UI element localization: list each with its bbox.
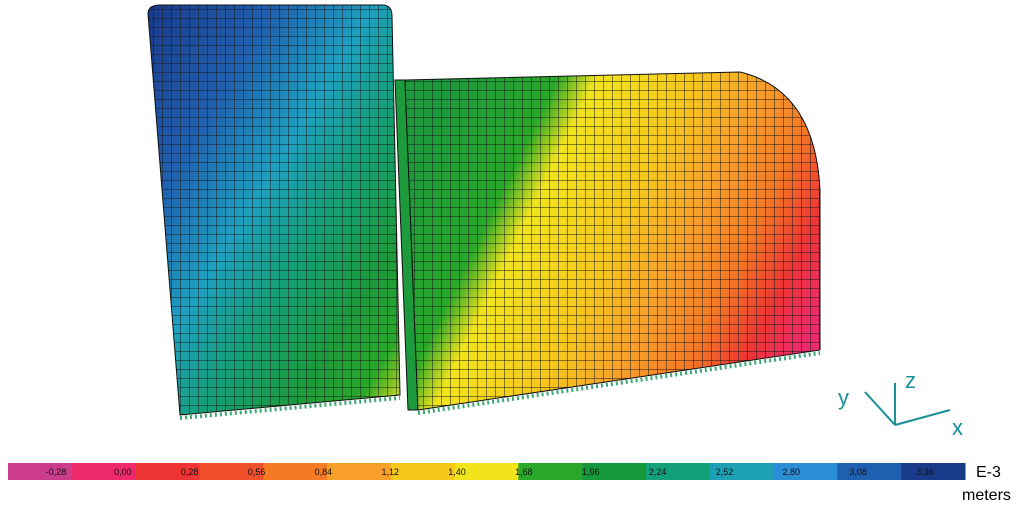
legend-band: [582, 463, 647, 480]
legend-label: 1,96: [582, 467, 600, 477]
color-legend: -0,28 0,00 0,28 0,56 0,84 1,12 1,40 1,68 1,96 2,2…: [8, 463, 966, 480]
axis-label-x: x: [952, 415, 963, 440]
axis-triad: [864, 383, 951, 426]
legend-label: 3,08: [849, 467, 867, 477]
legend-label: 2,80: [783, 467, 801, 477]
axis-label-y: y: [838, 385, 849, 410]
legend-band: [454, 463, 519, 480]
legend-band: [709, 463, 775, 480]
tunnel-body: [179, 71, 821, 420]
legend-band: [773, 463, 838, 480]
legend-band: [390, 463, 456, 480]
axis-label-z: z: [905, 368, 916, 393]
legend-label: -0,28: [46, 467, 67, 477]
legend-band: [901, 463, 966, 480]
legend-band: [518, 463, 583, 480]
legend-label: 0,00: [114, 467, 132, 477]
legend-band: [646, 463, 711, 480]
legend-band: [135, 463, 200, 480]
legend-band: [837, 463, 902, 480]
left-wall: [147, 4, 401, 416]
legend-label: 2,24: [649, 467, 667, 477]
legend-label: 1,40: [448, 467, 466, 477]
legend-label: 3,36: [916, 467, 934, 477]
legend-label: 1,12: [381, 467, 399, 477]
legend-unit: meters: [962, 487, 1011, 504]
legend-label: 0,84: [315, 467, 333, 477]
legend-band: [199, 463, 264, 480]
legend-label: 1,68: [515, 467, 533, 477]
legend-band: [263, 463, 328, 480]
legend-exponent: E-3: [976, 464, 1001, 481]
legend-band: [71, 463, 137, 480]
legend-label: 2,52: [716, 467, 734, 477]
legend-band: [327, 463, 392, 480]
legend-band: [8, 463, 73, 480]
legend-label: 0,28: [181, 467, 199, 477]
legend-label: 0,56: [248, 467, 266, 477]
